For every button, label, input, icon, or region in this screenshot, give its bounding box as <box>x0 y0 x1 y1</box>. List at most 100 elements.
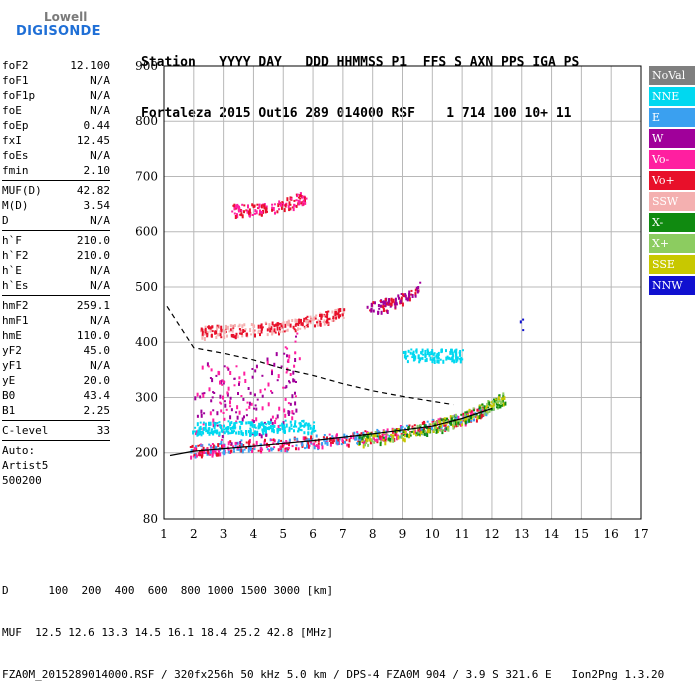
echo-point <box>489 404 492 407</box>
echo-point <box>303 431 306 435</box>
echo-point <box>233 450 235 453</box>
echo-point <box>405 355 408 358</box>
echo-point <box>226 325 229 330</box>
echo-point <box>356 442 359 445</box>
echo-point <box>437 359 440 364</box>
echo-point <box>242 444 245 447</box>
echo-point <box>324 315 327 318</box>
echo-point <box>373 437 376 440</box>
echo-point <box>304 423 306 427</box>
echo-point <box>303 318 306 321</box>
echo-point <box>214 422 216 427</box>
echo-point <box>402 351 405 354</box>
echo-point <box>217 443 220 448</box>
echo-point <box>459 422 462 427</box>
echo-point <box>266 328 269 332</box>
echo-point <box>455 425 458 428</box>
echo-point <box>195 432 197 436</box>
echo-point <box>233 212 236 215</box>
echo-point <box>204 422 207 427</box>
echo-point <box>305 325 307 328</box>
echo-point <box>271 425 274 428</box>
echo-point <box>274 331 277 334</box>
echo-point <box>303 320 306 323</box>
param-value: 0.44 <box>83 119 111 132</box>
echo-point <box>272 442 275 445</box>
echo-point <box>277 203 280 208</box>
echo-point <box>303 327 306 330</box>
echo-point <box>245 421 248 425</box>
echo-point <box>240 331 243 335</box>
x-tick-label: 11 <box>454 527 469 541</box>
footer-info: D 100 200 400 600 800 1000 1500 3000 [km… <box>2 556 664 696</box>
echo-point <box>473 418 475 422</box>
echo-point <box>522 329 525 332</box>
echo-point <box>299 194 302 198</box>
echo-point <box>200 433 203 437</box>
echo-point <box>281 422 284 427</box>
echo-point <box>413 424 416 427</box>
echo-point <box>313 445 316 450</box>
echo-point <box>278 406 281 411</box>
echo-point <box>292 370 295 375</box>
echo-point <box>424 352 427 357</box>
echo-point <box>291 410 294 415</box>
legend-item-sse: SSE <box>649 255 695 274</box>
echo-point <box>310 442 313 445</box>
param-label: foF1 <box>2 74 29 87</box>
echo-point <box>333 319 336 322</box>
echo-point <box>490 405 493 408</box>
echo-point <box>276 210 279 214</box>
echo-point <box>220 426 223 429</box>
echo-point <box>269 425 272 429</box>
echo-point <box>301 420 304 422</box>
echo-point <box>371 438 373 443</box>
y-tick-label: 300 <box>135 390 158 404</box>
echo-point <box>297 327 299 331</box>
echo-point <box>209 453 212 456</box>
echo-point <box>395 303 398 306</box>
echo-point <box>392 298 395 303</box>
echo-point <box>362 434 365 439</box>
echo-point <box>294 358 297 362</box>
echo-point <box>390 436 393 440</box>
echo-point <box>406 360 409 364</box>
echo-point <box>419 357 422 362</box>
echo-point <box>414 292 417 297</box>
echo-point <box>442 359 445 364</box>
param-value: 42.82 <box>76 184 110 197</box>
echo-point <box>251 423 254 428</box>
echo-point <box>192 430 195 435</box>
echo-point <box>412 350 415 354</box>
echo-point <box>233 377 236 380</box>
echo-point <box>280 203 282 207</box>
echo-point <box>416 433 419 436</box>
echo-point <box>275 417 278 420</box>
echo-point <box>439 420 441 425</box>
echo-point <box>218 431 221 436</box>
echo-point <box>240 439 243 442</box>
echo-point <box>345 438 348 442</box>
echo-point <box>199 426 202 430</box>
echo-point <box>405 357 407 360</box>
echo-point <box>284 397 287 401</box>
echo-point <box>295 381 297 383</box>
echo-point <box>266 448 269 451</box>
echo-point <box>432 431 435 433</box>
echo-point <box>231 210 234 213</box>
echo-point <box>436 420 439 424</box>
echo-point <box>384 304 387 308</box>
echo-point <box>404 294 407 298</box>
legend-item-ssw: SSW <box>649 192 695 211</box>
echo-point <box>422 353 425 356</box>
echo-point <box>241 417 244 422</box>
echo-point <box>356 431 359 434</box>
echo-point <box>296 332 299 335</box>
echo-point <box>293 364 296 368</box>
echo-point <box>400 434 403 439</box>
echo-point <box>253 432 256 437</box>
echo-point <box>298 202 301 206</box>
echo-point <box>209 421 212 426</box>
echo-point <box>276 326 279 331</box>
echo-point <box>519 320 522 324</box>
